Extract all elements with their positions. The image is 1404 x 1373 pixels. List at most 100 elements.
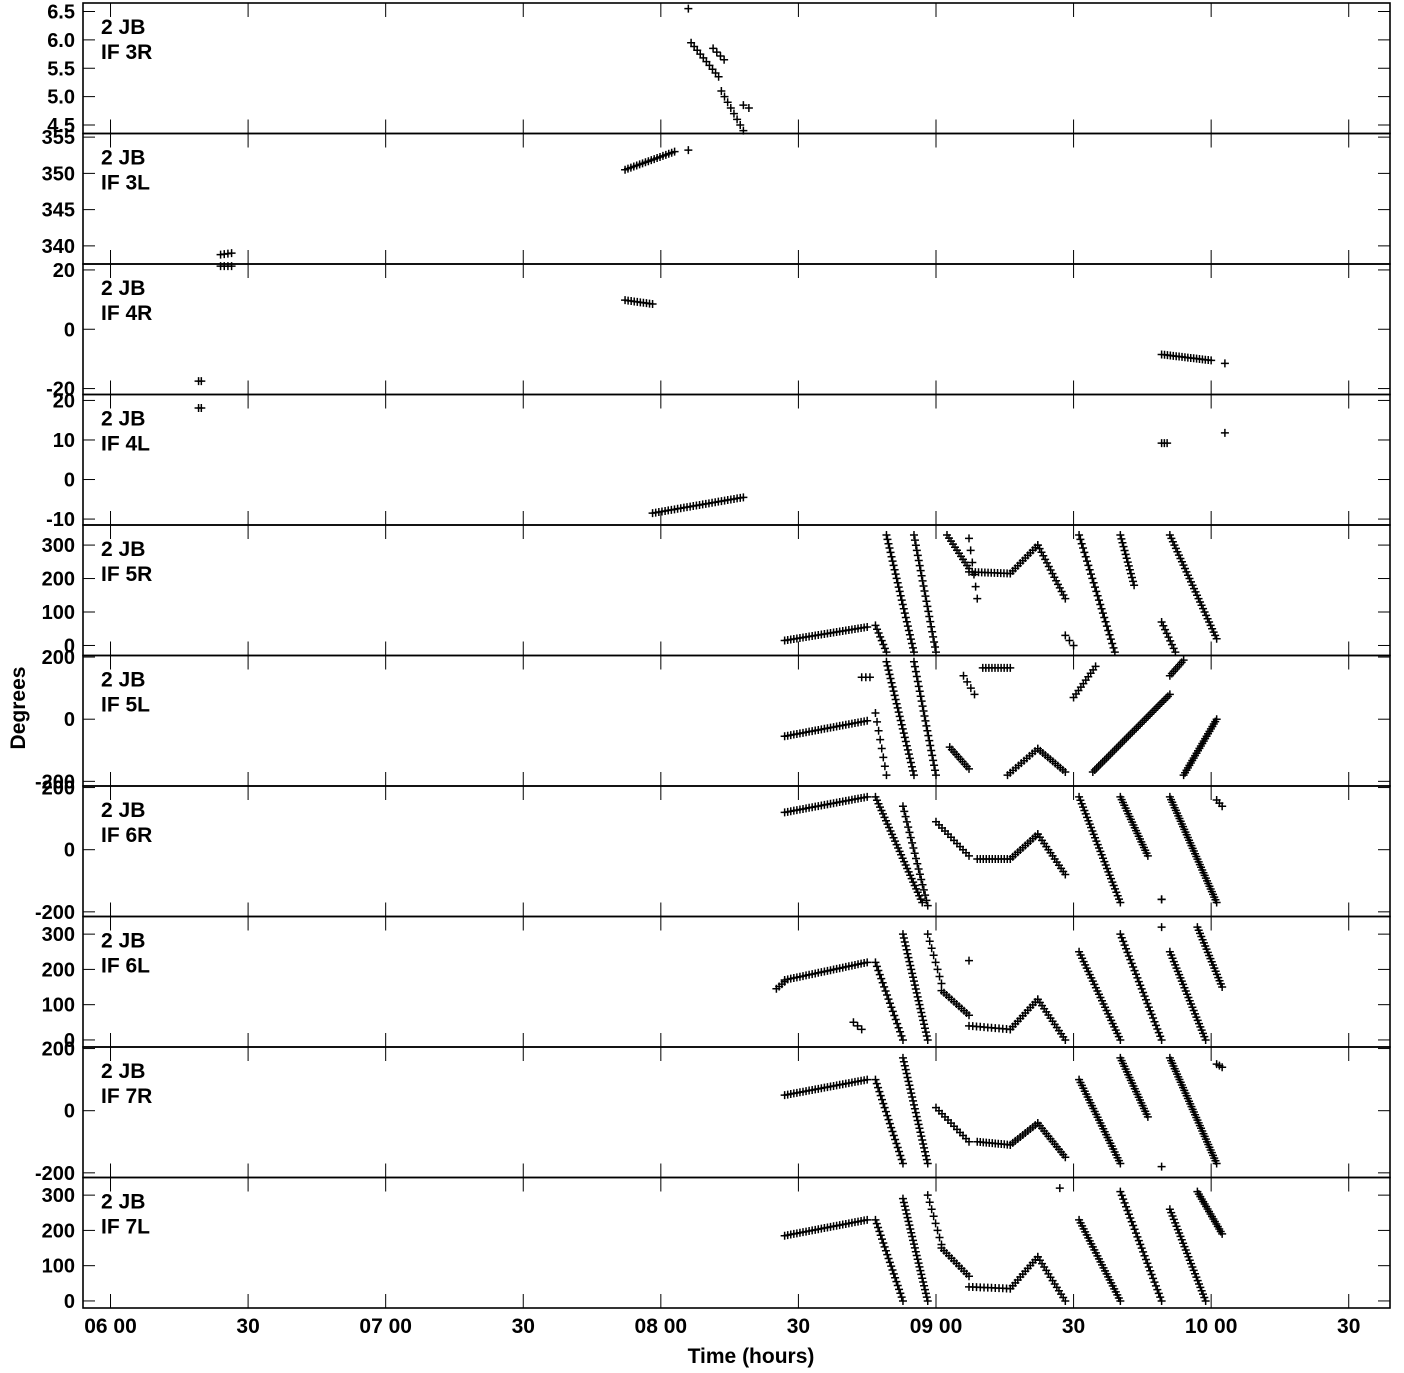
data-point <box>908 766 917 775</box>
data-point <box>892 574 901 583</box>
data-point <box>1061 631 1070 640</box>
data-point <box>925 937 934 946</box>
data-point <box>919 1139 928 1148</box>
data-point <box>1144 1003 1153 1012</box>
data-point <box>1201 1296 1210 1305</box>
data-point <box>909 977 918 986</box>
data-point <box>1087 570 1095 579</box>
data-point <box>922 721 931 730</box>
data-point <box>963 677 972 686</box>
data-point <box>935 1233 944 1242</box>
data-point <box>720 92 729 101</box>
data-point <box>1061 594 1070 603</box>
data-point <box>906 1085 915 1094</box>
data-point <box>908 643 917 652</box>
data-point <box>1120 546 1129 555</box>
data-point <box>1122 944 1131 953</box>
y-tick-label: -10 <box>46 509 75 531</box>
y-tick-label: 20 <box>53 390 75 412</box>
data-point <box>1116 1159 1125 1168</box>
data-point <box>879 1239 888 1247</box>
data-point <box>1117 534 1126 543</box>
data-point <box>907 639 916 648</box>
data-point <box>1134 722 1143 731</box>
data-point <box>891 1273 900 1282</box>
data-point <box>872 1079 881 1088</box>
data-point <box>1150 1017 1159 1026</box>
data-point <box>923 1191 932 1200</box>
panel-if-label: IF 7R <box>101 1085 152 1108</box>
data-point <box>965 1137 974 1146</box>
data-point <box>1083 557 1092 566</box>
data-point <box>1106 750 1115 759</box>
data-point <box>896 591 905 600</box>
data-point <box>1138 718 1147 727</box>
data-point <box>884 539 893 548</box>
data-point <box>1120 736 1129 745</box>
data-point <box>1119 937 1128 946</box>
data-point <box>886 548 895 557</box>
panel-baseline-label: 2 JB <box>101 1191 145 1214</box>
data-point <box>875 1087 884 1096</box>
data-point <box>909 1236 918 1245</box>
data-point <box>882 531 891 540</box>
data-point <box>648 300 657 309</box>
data-point <box>903 1073 912 1082</box>
data-point <box>1147 1010 1156 1019</box>
data-points <box>194 262 1229 386</box>
data-point <box>1207 356 1216 365</box>
data-point <box>907 965 916 974</box>
data-point <box>1104 626 1113 635</box>
data-point <box>1134 1236 1143 1245</box>
data-point <box>1104 752 1113 761</box>
data-point <box>876 632 885 641</box>
data-point <box>1069 641 1078 650</box>
y-tick-label: 200 <box>42 778 75 800</box>
data-point <box>889 561 898 570</box>
data-point <box>914 1259 923 1268</box>
data-point <box>1128 728 1137 737</box>
data-point <box>902 741 911 750</box>
data-point <box>882 771 891 780</box>
data-point <box>1218 802 1227 811</box>
data-point <box>684 146 693 155</box>
data-point <box>1157 1035 1166 1044</box>
data-point <box>1220 359 1229 368</box>
y-tick-label: 5.5 <box>47 58 75 80</box>
data-point <box>902 945 911 954</box>
data-point <box>914 556 923 565</box>
data-point <box>891 1135 900 1144</box>
data-point <box>1116 898 1125 907</box>
data-point <box>918 1012 927 1021</box>
data-point <box>720 55 729 64</box>
data-point <box>879 1099 888 1108</box>
data-point <box>909 1100 918 1109</box>
data-point <box>914 1120 923 1129</box>
data-point <box>871 1075 880 1084</box>
data-point <box>883 661 892 670</box>
data-point <box>921 592 930 601</box>
data-point <box>1130 966 1139 975</box>
data-point <box>1102 754 1111 763</box>
data-point <box>929 756 938 765</box>
y-tick-label: 0 <box>64 709 75 731</box>
data-point <box>1096 760 1105 769</box>
data-point <box>930 637 939 646</box>
data-point <box>896 716 905 725</box>
data-point <box>1042 558 1051 567</box>
y-tick-label: 345 <box>42 200 75 222</box>
data-point <box>910 981 919 990</box>
data-point <box>897 720 906 729</box>
data-point <box>876 1091 885 1100</box>
data-point <box>966 684 975 693</box>
y-tick-label: 0 <box>64 319 75 341</box>
data-point <box>871 708 880 717</box>
data-point <box>887 1003 896 1012</box>
data-point <box>894 583 903 592</box>
data-point <box>970 690 979 699</box>
data-point <box>889 687 898 696</box>
data-point <box>1149 1274 1158 1283</box>
data-point <box>917 697 926 706</box>
data-point <box>1134 977 1143 986</box>
